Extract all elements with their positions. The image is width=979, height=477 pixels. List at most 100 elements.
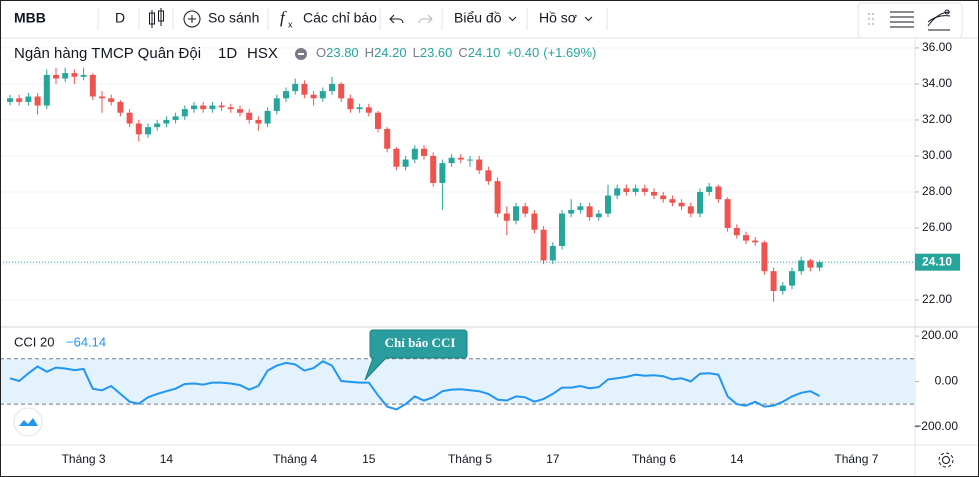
candle-body bbox=[733, 227, 740, 236]
candle-body bbox=[53, 74, 59, 79]
candle-body bbox=[227, 107, 234, 110]
candle-body bbox=[273, 98, 280, 111]
candle-body bbox=[577, 206, 584, 210]
ohlc-name: O bbox=[316, 45, 326, 60]
candle-body bbox=[16, 98, 23, 102]
logo[interactable] bbox=[13, 407, 43, 437]
candle-body bbox=[522, 206, 529, 214]
candle-body bbox=[181, 109, 188, 117]
undo-button[interactable] bbox=[389, 14, 404, 24]
candle-body bbox=[319, 91, 326, 99]
candle-body bbox=[549, 245, 556, 261]
candle-body bbox=[200, 105, 207, 110]
redo-button[interactable] bbox=[418, 14, 433, 24]
candle-body bbox=[99, 96, 105, 99]
y-tick-label: 30.00 bbox=[922, 148, 952, 162]
y-tick-label: 26.00 bbox=[922, 220, 952, 234]
candle-body bbox=[476, 159, 483, 171]
candle-body bbox=[264, 110, 271, 124]
compare-button[interactable]: So sánh bbox=[208, 10, 259, 26]
profile-menu[interactable]: Hồ sơ bbox=[539, 10, 577, 26]
candle-body bbox=[669, 199, 676, 203]
candle-body bbox=[678, 202, 685, 207]
x-tick-label: Tháng 4 bbox=[273, 452, 317, 466]
indicators-button[interactable]: Các chỉ báo bbox=[303, 10, 377, 26]
settings-button[interactable] bbox=[938, 452, 954, 468]
interval-label: 1D bbox=[218, 45, 237, 62]
y-tick-label: −200.00 bbox=[914, 419, 958, 433]
candle-body bbox=[467, 159, 473, 161]
chart-menu[interactable]: Biểu đồ bbox=[454, 10, 502, 26]
candle-body bbox=[724, 199, 731, 228]
cci-line bbox=[9, 360, 821, 411]
candle-body bbox=[531, 213, 538, 230]
candle-body bbox=[237, 109, 243, 113]
candle-body bbox=[743, 235, 749, 241]
x-tick-label: 15 bbox=[362, 452, 376, 466]
candle-body bbox=[595, 213, 602, 218]
candle-body bbox=[209, 105, 216, 110]
ohlc-value: 24.10 bbox=[468, 45, 501, 60]
candle-body bbox=[7, 98, 13, 102]
candle-body bbox=[145, 127, 151, 135]
candle-body bbox=[540, 229, 547, 261]
change: +0.40 bbox=[506, 45, 539, 60]
candle-body bbox=[43, 74, 50, 106]
candle-body bbox=[135, 123, 142, 135]
x-tick-label: Tháng 3 bbox=[62, 452, 106, 466]
candle-body bbox=[384, 128, 391, 149]
y-tick-label: 36.00 bbox=[922, 40, 952, 54]
ohlc-name: C bbox=[458, 45, 467, 60]
candle-body bbox=[687, 206, 694, 214]
candle-body bbox=[798, 260, 805, 272]
candle-body bbox=[623, 188, 630, 192]
candle-type-button[interactable] bbox=[149, 8, 164, 28]
floating-tools bbox=[857, 2, 963, 39]
candle-body bbox=[632, 188, 639, 192]
candle-body bbox=[503, 213, 510, 221]
candle-body bbox=[770, 271, 777, 291]
x-tick-label: Tháng 7 bbox=[834, 452, 878, 466]
indicators-icon[interactable]: f bbox=[280, 8, 287, 27]
y-tick-label: 32.00 bbox=[922, 112, 952, 126]
annotation-box bbox=[364, 329, 468, 381]
candle-body bbox=[108, 98, 115, 102]
chevron bbox=[584, 16, 593, 22]
candle-body bbox=[191, 105, 197, 110]
candle-body bbox=[816, 262, 823, 268]
candle-body bbox=[761, 242, 768, 272]
x-tick-label: Tháng 5 bbox=[448, 452, 492, 466]
curve-tool[interactable] bbox=[927, 9, 951, 31]
drag-handle[interactable] bbox=[868, 13, 874, 25]
symbol-button[interactable]: MBB bbox=[14, 10, 46, 26]
indicators-icon-sub[interactable]: x bbox=[288, 19, 293, 29]
candle-body bbox=[255, 119, 262, 124]
candle-body bbox=[375, 112, 381, 129]
indicator-name: CCI 20 bbox=[14, 334, 54, 349]
candle-body bbox=[448, 157, 455, 164]
candle-body bbox=[586, 206, 593, 218]
candle-body bbox=[356, 107, 363, 110]
lines-tool[interactable] bbox=[890, 11, 914, 28]
chevron bbox=[508, 16, 517, 22]
interval-button[interactable]: D bbox=[115, 10, 125, 26]
candle-body bbox=[715, 186, 722, 200]
candle-body bbox=[218, 105, 225, 108]
candle-body bbox=[117, 101, 124, 113]
candle-body bbox=[513, 206, 519, 221]
candle-body bbox=[338, 83, 345, 99]
candle-body bbox=[154, 123, 161, 128]
y-tick-label: 200.00 bbox=[921, 328, 958, 342]
candle-body bbox=[614, 188, 621, 196]
candle-body bbox=[393, 148, 400, 167]
y-tick-label: 0.00 bbox=[935, 374, 959, 388]
candle-body bbox=[752, 240, 759, 243]
candle-body bbox=[329, 83, 335, 92]
toolbar: MBB D So sánh f x Các chỉ báo Biểu đồ Hồ… bbox=[0, 8, 979, 39]
candle-body bbox=[421, 148, 427, 156]
candle-body bbox=[89, 74, 96, 97]
x-tick-label: Tháng 6 bbox=[632, 452, 676, 466]
ohlc-name: H bbox=[365, 45, 374, 60]
compare-icon[interactable] bbox=[183, 10, 201, 28]
